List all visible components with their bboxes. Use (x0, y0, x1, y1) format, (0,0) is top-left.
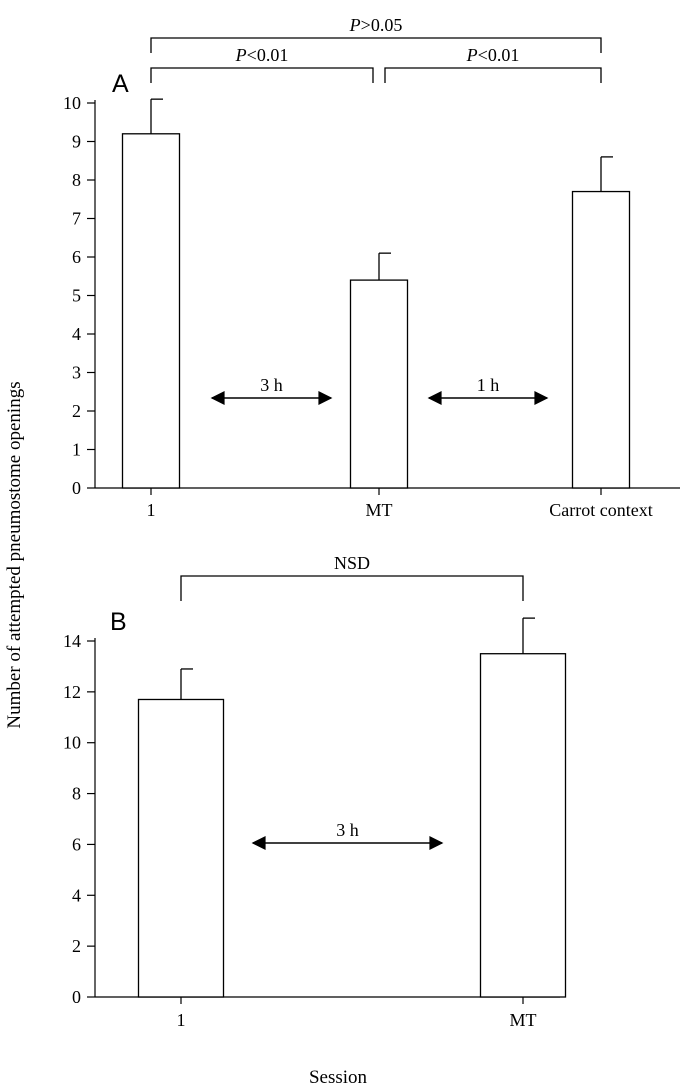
y-tick-label: 10 (63, 733, 81, 753)
bar-1 (137, 698, 225, 998)
x-tick-label: MT (510, 1010, 537, 1030)
panel-label: A (112, 70, 129, 98)
x-tick-label: 1 (147, 500, 156, 520)
significance-value: <0.01 (247, 45, 289, 65)
y-tick-label: 12 (63, 682, 81, 702)
y-tick-label: 6 (72, 834, 81, 854)
interval-label: 3 h (336, 820, 359, 840)
significance-label: P>0.05 (349, 15, 403, 35)
significance-label: NSD (334, 553, 370, 573)
x-tick-label: 1 (177, 1010, 186, 1030)
significance-bracket (180, 575, 524, 601)
y-tick-label: 4 (72, 324, 81, 344)
x-axis-label: Session (309, 1067, 368, 1088)
bar-mt (479, 653, 567, 998)
significance-value: >0.05 (361, 15, 403, 35)
y-tick-label: 10 (63, 93, 81, 113)
significance-p: P (349, 15, 361, 35)
y-tick-label: 7 (72, 209, 81, 229)
y-tick-label: 8 (72, 784, 81, 804)
y-tick-label: 0 (72, 478, 81, 498)
y-tick-label: 1 (72, 440, 81, 460)
significance-label: P<0.01 (466, 45, 520, 65)
y-tick-label: 8 (72, 170, 81, 190)
x-tick-label: Carrot context (549, 500, 652, 520)
y-tick-label: 9 (72, 132, 81, 152)
y-tick-label: 0 (72, 987, 81, 1007)
y-tick-label: 5 (72, 286, 81, 306)
y-axis-label: Number of attempted pneumostome openings (4, 381, 25, 728)
y-tick-label: 2 (72, 401, 81, 421)
panel-label: B (110, 608, 127, 636)
interval-label: 1 h (477, 375, 500, 395)
panel-b-chart: B 0 2 4 6 8 10 12 14 1 MT 3 h NSD (63, 553, 567, 1030)
significance-bracket (384, 67, 602, 83)
significance-p: P (466, 45, 478, 65)
interval-label: 3 h (260, 375, 283, 395)
bar-mt (349, 279, 409, 489)
bar-carrot-context (571, 190, 631, 489)
y-tick-label: 14 (63, 631, 81, 651)
bar-1 (121, 133, 181, 489)
y-tick-label: 4 (72, 885, 81, 905)
significance-label: P<0.01 (235, 45, 289, 65)
significance-bracket (150, 67, 374, 83)
significance-value: <0.01 (478, 45, 520, 65)
significance-value: NSD (334, 553, 370, 573)
significance-bracket (150, 37, 602, 53)
significance-p: P (235, 45, 247, 65)
y-tick-label: 6 (72, 247, 81, 267)
y-tick-label: 3 (72, 363, 81, 383)
x-tick-label: MT (366, 500, 393, 520)
y-tick-label: 2 (72, 936, 81, 956)
